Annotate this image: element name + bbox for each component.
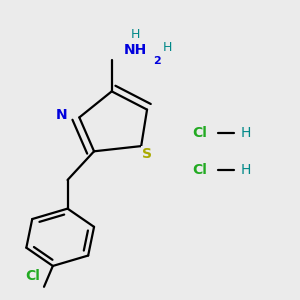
Text: H: H — [130, 28, 140, 40]
Text: Cl: Cl — [25, 269, 40, 284]
Text: H: H — [241, 163, 251, 176]
Text: Cl: Cl — [193, 163, 208, 176]
Text: S: S — [142, 147, 152, 161]
Text: H: H — [241, 126, 251, 140]
Text: 2: 2 — [153, 56, 161, 66]
Text: H: H — [163, 40, 172, 54]
Text: NH: NH — [124, 43, 147, 57]
Text: Cl: Cl — [193, 126, 208, 140]
Text: N: N — [56, 108, 68, 122]
